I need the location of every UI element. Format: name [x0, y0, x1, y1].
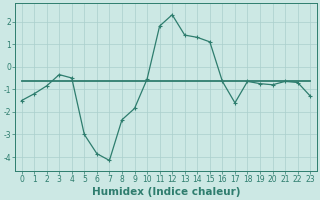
X-axis label: Humidex (Indice chaleur): Humidex (Indice chaleur) — [92, 187, 240, 197]
